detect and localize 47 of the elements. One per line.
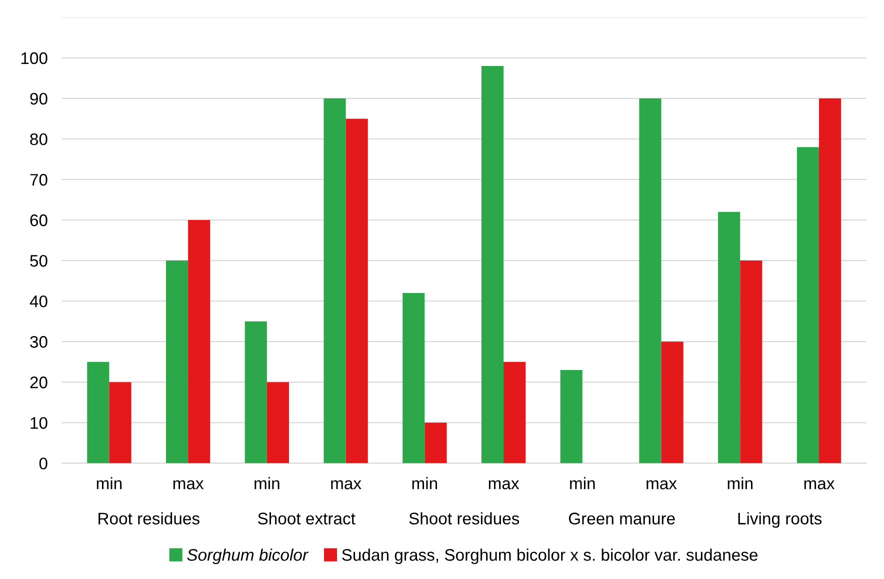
legend-label: Sorghum bicolor: [187, 548, 309, 564]
y-tick-label: 70: [30, 174, 48, 186]
y-tick-label: 30: [30, 336, 48, 348]
bar: [266, 382, 290, 464]
x-tick-label: min: [412, 477, 438, 490]
bar: [166, 260, 188, 464]
text: Shoot residues: [409, 512, 520, 524]
bar: [424, 422, 447, 464]
bar: [109, 382, 132, 464]
x-tick-label: min: [728, 477, 752, 490]
bar: [796, 147, 819, 464]
y-tick-label: 10: [30, 417, 48, 429]
x-tick-label: max: [331, 480, 362, 490]
x-tick-label: min: [254, 477, 280, 490]
bar: [324, 98, 346, 464]
y-tick-label: 0: [39, 458, 48, 470]
y-tick-label: 50: [30, 254, 48, 267]
x-tick-label: min: [570, 477, 595, 490]
x-tick-label: max: [646, 480, 677, 490]
legend-label: Sudan grass, Sorghum bicolor x s. bicolor var. sudanese: [342, 548, 758, 564]
y-tick-label: 20: [30, 376, 48, 388]
bar: [402, 292, 425, 464]
x-tick-label: max: [488, 480, 520, 490]
bar: [87, 362, 110, 464]
bar: [740, 260, 762, 464]
y-tick-label: 80: [30, 133, 48, 146]
text: Green manure: [568, 512, 675, 524]
bar: [819, 98, 842, 464]
bar: [188, 220, 210, 464]
bar: [639, 98, 662, 464]
bar: [560, 370, 582, 464]
y-tick-label: 100: [21, 52, 48, 64]
bar: [244, 321, 267, 464]
bar: [718, 212, 740, 464]
y-tick-label: 90: [30, 92, 48, 105]
text: Root residues: [98, 512, 200, 524]
text: Shoot extract: [258, 512, 356, 524]
bar: [346, 118, 368, 464]
x-tick-label: min: [96, 477, 122, 490]
bar: [481, 66, 504, 464]
text: Living roots: [738, 512, 822, 528]
bar: [661, 342, 684, 464]
y-tick-label: 40: [30, 295, 48, 308]
y-tick-label: 60: [30, 214, 48, 226]
x-tick-label: max: [804, 480, 835, 490]
bar: [504, 362, 526, 464]
x-tick-label: max: [173, 480, 204, 490]
